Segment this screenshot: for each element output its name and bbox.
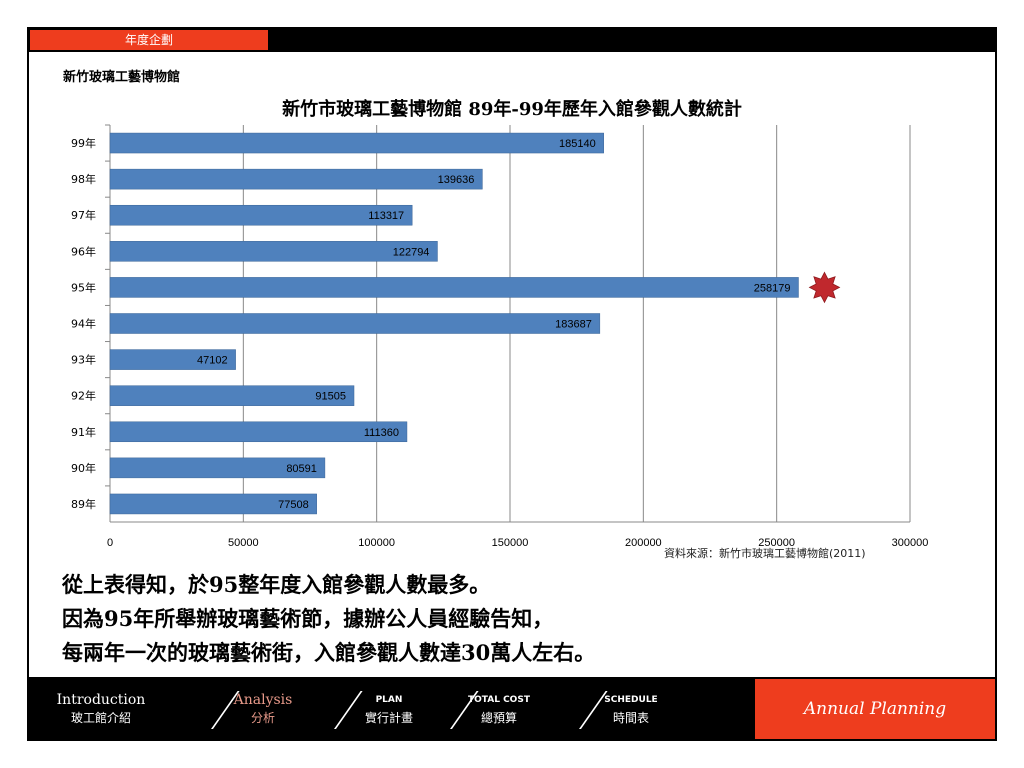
y-category-label: 89年 — [71, 497, 96, 511]
source-note: 資料來源：新竹市玻璃工藝博物館(2011) — [664, 547, 866, 560]
organization-name: 新竹玻璃工藝博物館 — [63, 70, 181, 85]
nav-analysis[interactable]: Analysis 分析 — [223, 691, 303, 727]
conclusion-line: 因為95年所舉辦玻璃藝術節，據辦公人員經驗告知， — [62, 606, 554, 631]
y-category-label: 96年 — [71, 244, 96, 258]
bar-data-label: 77508 — [278, 499, 309, 511]
conclusion-line: 每兩年一次的玻璃藝術街，入館參觀人數達30萬人左右。 — [62, 640, 596, 665]
nav-label-zh: 分析 — [250, 711, 275, 725]
bar — [109, 241, 438, 262]
bar-data-label: 258179 — [754, 282, 791, 294]
bar — [109, 385, 355, 406]
bar — [109, 277, 799, 298]
nav-introduction[interactable]: Introduction 玻工館介紹 — [51, 691, 151, 727]
chart-title: 新竹市玻璃工藝博物館 89年-99年歷年入館參觀人數統計 — [282, 99, 742, 120]
y-category-label: 92年 — [71, 389, 96, 403]
conclusion-line: 從上表得知，於95整年度入館參觀人數最多。 — [62, 572, 491, 597]
section-tab[interactable]: 年度企劃 — [30, 30, 268, 50]
bar-data-label: 111360 — [364, 427, 399, 439]
x-tick-label: 300000 — [892, 537, 929, 549]
nav-label-en: Analysis — [233, 692, 293, 708]
bar — [109, 421, 408, 443]
nav-label-en: PLAN — [375, 695, 403, 705]
nav-schedule[interactable]: SCHEDULE 時間表 — [591, 691, 671, 727]
bar-data-label: 91505 — [315, 391, 346, 403]
nav-total-cost[interactable]: TOTAL COST 總預算 — [459, 691, 539, 727]
bar — [109, 493, 317, 515]
nav-label-en: SCHEDULE — [604, 695, 658, 705]
x-tick-label: 150000 — [492, 537, 529, 549]
y-category-label: 97年 — [71, 208, 96, 222]
bar — [109, 313, 601, 334]
y-category-label: 93年 — [71, 353, 96, 367]
nav-label-en: Introduction — [56, 692, 146, 708]
y-category-label: 90年 — [71, 461, 96, 475]
x-tick-label: 100000 — [358, 537, 395, 549]
bar-data-label: 183687 — [555, 319, 592, 331]
y-category-label: 94年 — [71, 317, 96, 331]
nav-label-zh: 時間表 — [612, 711, 649, 725]
y-category-label: 99年 — [71, 136, 96, 150]
bar — [109, 204, 413, 226]
nav-label-zh: 總預算 — [480, 711, 517, 725]
y-category-label: 91年 — [71, 425, 96, 439]
bar — [109, 132, 604, 154]
nav-label-zh: 玻工館介紹 — [70, 711, 131, 725]
highlight-star-icon — [808, 271, 841, 304]
bar-data-label: 80591 — [286, 463, 317, 475]
bar-data-label: 122794 — [393, 246, 430, 258]
x-tick-label: 50000 — [228, 537, 259, 549]
nav-label-en: TOTAL COST — [468, 695, 530, 705]
y-category-label: 98年 — [71, 172, 96, 186]
bottom-nav: Introduction 玻工館介紹 Analysis 分析 PLAN 實行計畫… — [29, 679, 753, 739]
y-category-label: 95年 — [71, 280, 96, 294]
bar-data-label: 47102 — [197, 355, 228, 367]
nav-label-zh: 實行計畫 — [364, 711, 413, 725]
bar — [109, 349, 236, 370]
bar-data-label: 113317 — [368, 210, 404, 222]
nav-plan[interactable]: PLAN 實行計畫 — [349, 691, 429, 727]
conclusion-text: 從上表得知，於95整年度入館參觀人數最多。 因為95年所舉辦玻璃藝術節，據辦公人… — [62, 568, 595, 670]
x-tick-label: 0 — [107, 537, 113, 549]
x-tick-label: 250000 — [758, 537, 795, 549]
bar — [109, 457, 326, 479]
bar-data-label: 185140 — [559, 138, 596, 150]
bar — [109, 168, 483, 190]
annual-planning-brand[interactable]: Annual Planning — [755, 679, 995, 739]
x-tick-label: 200000 — [625, 537, 662, 549]
bar-data-label: 139636 — [438, 174, 475, 186]
